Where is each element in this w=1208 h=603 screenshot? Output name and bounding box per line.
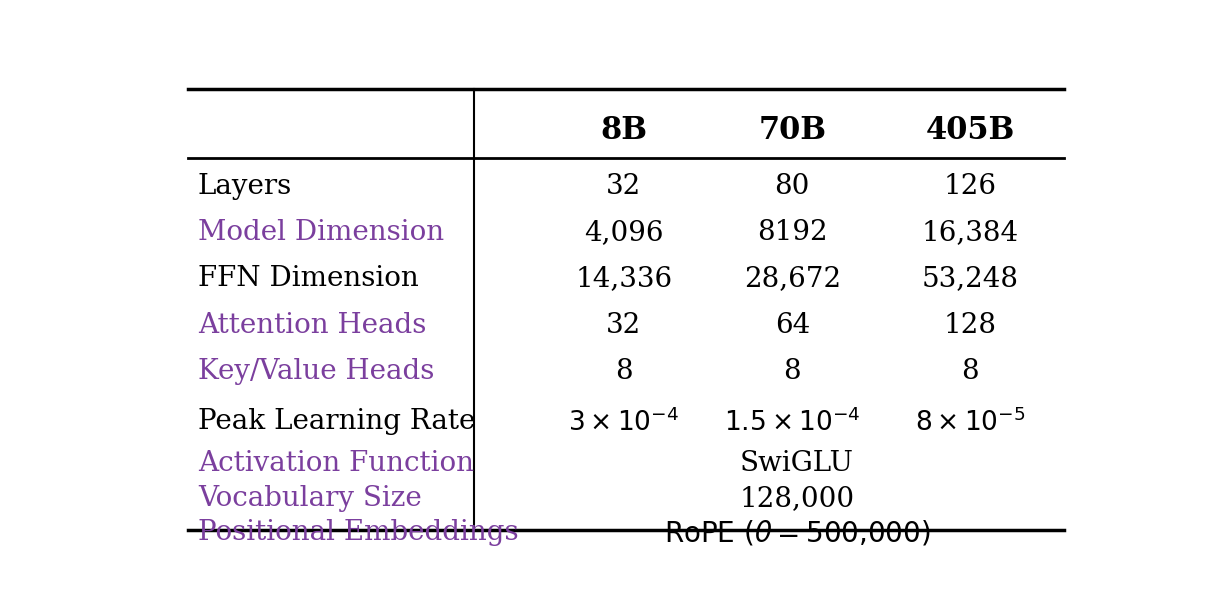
Text: $3 \times 10^{-4}$: $3 \times 10^{-4}$ [568, 407, 679, 436]
Text: 14,336: 14,336 [575, 265, 673, 292]
Text: 32: 32 [606, 312, 641, 339]
Text: 8: 8 [784, 358, 801, 385]
Text: $8 \times 10^{-5}$: $8 \times 10^{-5}$ [914, 407, 1026, 436]
Text: FFN Dimension: FFN Dimension [198, 265, 418, 292]
Text: 128,000: 128,000 [739, 485, 854, 512]
Text: 4,096: 4,096 [583, 219, 663, 246]
Text: Attention Heads: Attention Heads [198, 312, 426, 339]
Text: 80: 80 [774, 172, 811, 200]
Text: 16,384: 16,384 [922, 219, 1018, 246]
Text: 8B: 8B [600, 115, 647, 146]
Text: Model Dimension: Model Dimension [198, 219, 443, 246]
Text: Vocabulary Size: Vocabulary Size [198, 485, 422, 512]
Text: Activation Function: Activation Function [198, 450, 474, 477]
Text: 8: 8 [962, 358, 978, 385]
Text: Layers: Layers [198, 172, 292, 200]
Text: 8192: 8192 [757, 219, 827, 246]
Text: 28,672: 28,672 [744, 265, 841, 292]
Text: 64: 64 [774, 312, 809, 339]
Text: Key/Value Heads: Key/Value Heads [198, 358, 434, 385]
Text: $\mathrm{RoPE}\ (\theta = 500{,}000)$: $\mathrm{RoPE}\ (\theta = 500{,}000)$ [663, 519, 930, 548]
Text: Peak Learning Rate: Peak Learning Rate [198, 408, 475, 435]
Text: 405B: 405B [925, 115, 1015, 146]
Text: $1.5 \times 10^{-4}$: $1.5 \times 10^{-4}$ [724, 407, 860, 436]
Text: 128: 128 [943, 312, 997, 339]
Text: 32: 32 [606, 172, 641, 200]
Text: 53,248: 53,248 [922, 265, 1018, 292]
Text: 70B: 70B [759, 115, 826, 146]
Text: Positional Embeddings: Positional Embeddings [198, 519, 518, 546]
Text: SwiGLU: SwiGLU [741, 450, 854, 477]
Text: 8: 8 [615, 358, 633, 385]
Text: 126: 126 [943, 172, 997, 200]
